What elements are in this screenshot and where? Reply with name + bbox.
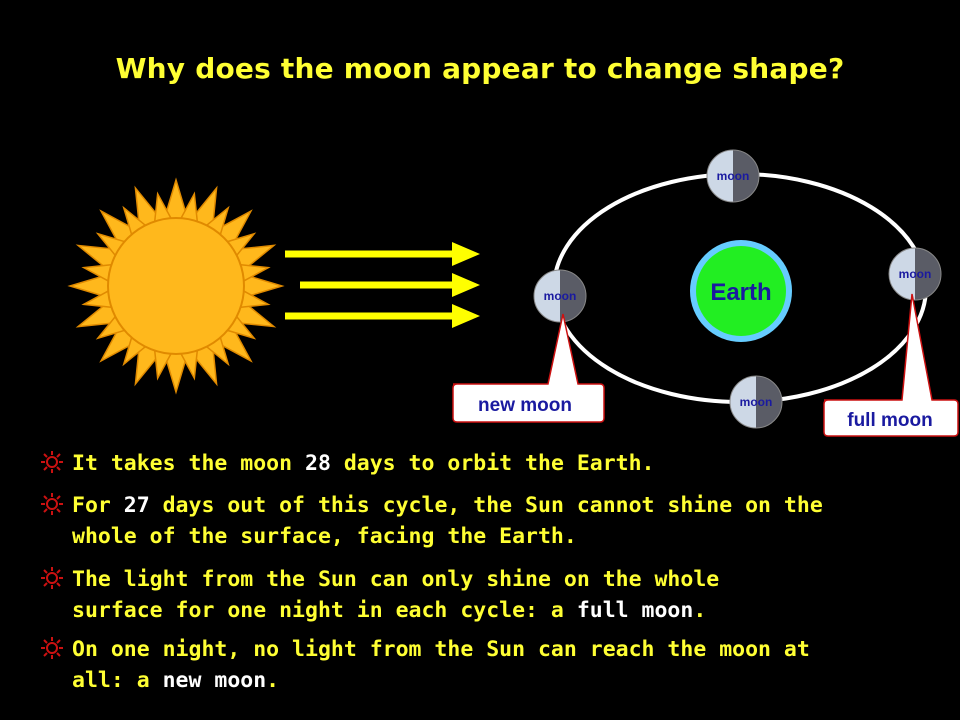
moon-label: moon	[740, 395, 773, 409]
earth-icon: Earth	[690, 240, 792, 342]
moon-right-icon: moon	[888, 247, 942, 301]
full-moon-callout: full moon	[823, 293, 959, 437]
sun-bullet-icon	[41, 637, 63, 659]
sun-bullet-icon	[41, 493, 63, 515]
sun-icon	[67, 177, 285, 395]
moon-orbit-diagram: Earth moon moon moon moon new moon full …	[67, 149, 959, 437]
new-moon-callout: new moon	[452, 313, 605, 423]
sun-bullet-icon	[41, 451, 63, 473]
arrow-icon	[285, 304, 480, 328]
moon-label: moon	[899, 267, 932, 281]
bullet-text: It takes the moon 28 days to orbit the E…	[72, 451, 655, 476]
moon-top-icon: moon	[706, 149, 760, 203]
bullet-text: For 27 days out of this cycle, the Sun c…	[72, 493, 823, 549]
slide-title: Why does the moon appear to change shape…	[115, 52, 845, 85]
new-moon-label: new moon	[478, 395, 572, 416]
bullet-text: On one night, no light from the Sun can …	[72, 637, 810, 693]
sun-bullet-icon	[41, 567, 63, 589]
arrow-icon	[285, 242, 480, 266]
bullet-text: The light from the Sun can only shine on…	[72, 567, 720, 623]
full-moon-label: full moon	[847, 410, 932, 431]
sunlight-arrows	[285, 242, 480, 328]
moon-label: moon	[544, 289, 577, 303]
arrow-icon	[300, 273, 480, 297]
moon-label: moon	[717, 169, 750, 183]
earth-label: Earth	[710, 279, 771, 306]
moon-bottom-icon: moon	[729, 375, 783, 429]
moon-left-icon: moon	[533, 269, 587, 323]
